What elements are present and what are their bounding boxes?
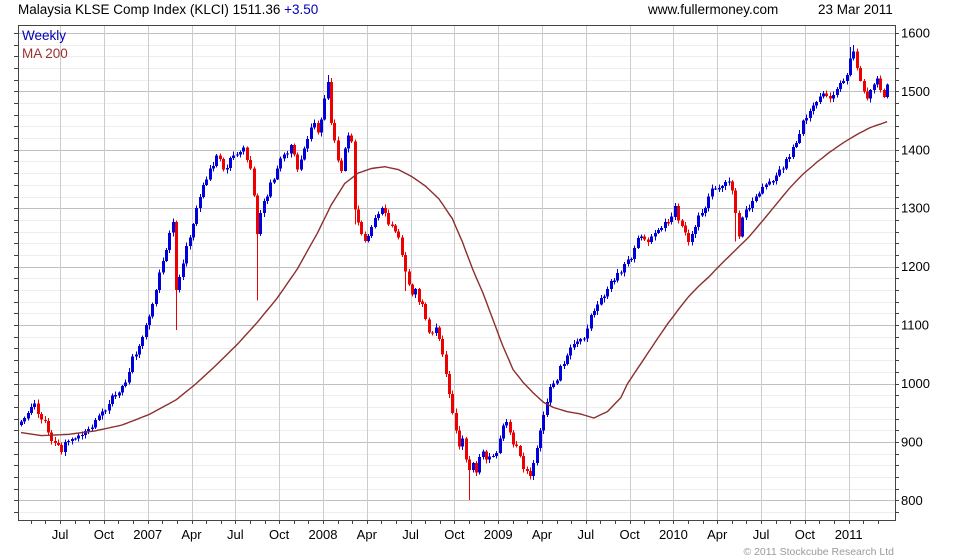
x-axis-label: Jul xyxy=(52,527,69,542)
chart-title-text: Malaysia KLSE Comp Index (KLCI) 1511.36 xyxy=(18,2,281,17)
legend-ma-label: MA 200 xyxy=(22,46,68,61)
y-axis-label: 1100 xyxy=(901,318,929,333)
x-axis-label: Oct xyxy=(269,527,290,542)
axis-labels: 1600 1500 1400 1300 1200 1100 1000 900 800 Jul Oct… xyxy=(52,25,930,542)
y-axis-label: 800 xyxy=(901,493,923,508)
x-axis-label: Jul xyxy=(402,527,419,542)
x-axis-label: 2010 xyxy=(659,527,688,542)
y-axis-label: 1200 xyxy=(901,259,930,274)
x-axis-label: Jul xyxy=(227,527,244,542)
x-axis-label: Oct xyxy=(795,527,816,542)
y-axis-label: 1300 xyxy=(901,201,930,216)
x-axis-label: Oct xyxy=(94,527,115,542)
legend-weekly-label: Weekly xyxy=(22,28,67,43)
y-axis-label: 900 xyxy=(901,435,923,450)
axis-ticks xyxy=(14,25,899,524)
x-axis-label: 2011 xyxy=(835,527,863,542)
x-axis-label: Oct xyxy=(444,527,465,542)
x-axis-label: Apr xyxy=(357,527,378,542)
y-axis-label: 1400 xyxy=(901,142,930,157)
date-label: 23 Mar 2011 xyxy=(818,2,893,17)
x-axis-label: Apr xyxy=(181,527,202,542)
website-label: www.fullermoney.com xyxy=(648,2,779,17)
copyright-notice: © 2011 Stockcube Research Ltd xyxy=(743,546,894,558)
x-axis-label: Jul xyxy=(577,527,594,542)
grid xyxy=(18,25,895,520)
price-change: +3.50 xyxy=(284,2,319,17)
page-title: Malaysia KLSE Comp Index (KLCI) 1511.36 … xyxy=(18,2,318,17)
x-axis-label: 2007 xyxy=(133,527,162,542)
y-axis-label: 1000 xyxy=(901,376,930,391)
x-axis-label: Apr xyxy=(707,527,728,542)
y-axis-label: 1600 xyxy=(901,25,930,40)
ma-200-line xyxy=(20,121,888,437)
candles xyxy=(20,45,889,500)
x-axis-label: Jul xyxy=(753,527,770,542)
y-axis-label: 1500 xyxy=(901,84,930,99)
x-axis-label: Apr xyxy=(532,527,553,542)
x-axis-label: Oct xyxy=(619,527,640,542)
x-axis-label: 2008 xyxy=(309,527,338,542)
x-axis-label: 2009 xyxy=(484,527,513,542)
